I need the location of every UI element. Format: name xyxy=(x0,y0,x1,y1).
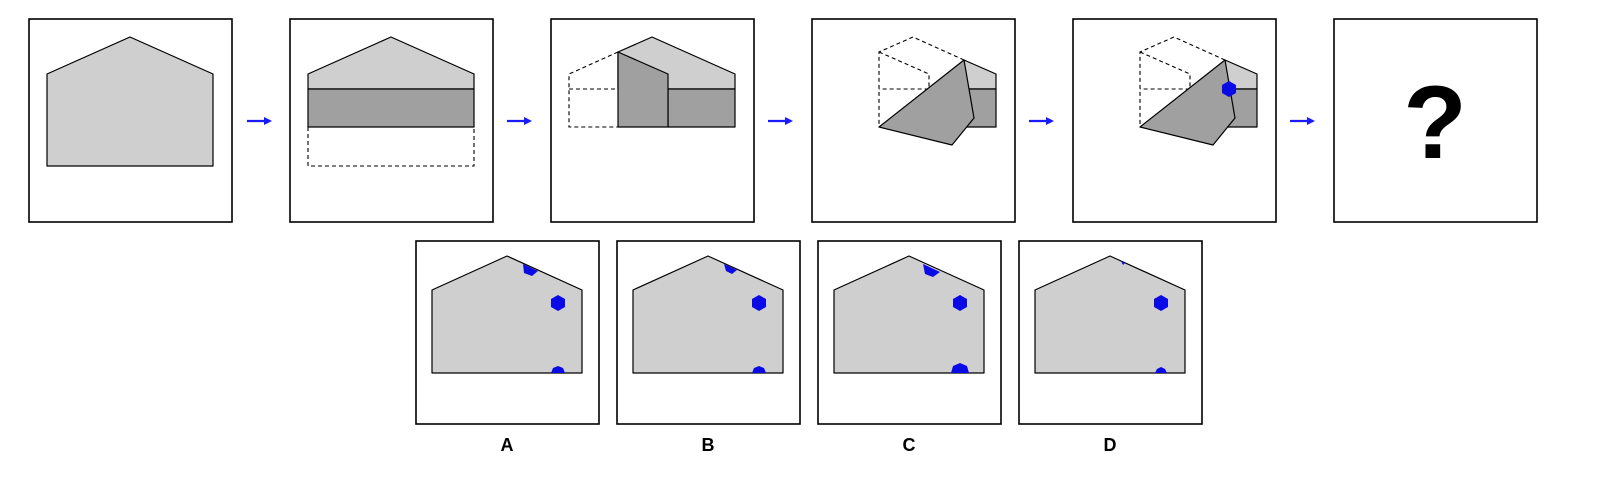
hexagon-hole-icon xyxy=(551,295,565,311)
panel-frame xyxy=(1333,18,1538,223)
hexagon-hole-icon xyxy=(752,295,766,311)
fold-outline-dashed xyxy=(878,51,930,90)
paper-house-shape xyxy=(46,36,214,167)
hexagon-hole-icon xyxy=(724,264,737,274)
hexagon-hole-icon xyxy=(953,295,967,311)
option-label: B xyxy=(702,435,715,455)
hexagon-hole-icon xyxy=(1121,261,1125,265)
paper-house-shape xyxy=(1034,255,1186,374)
fold-outline-dashed xyxy=(307,126,475,167)
hexagon-hole-icon xyxy=(523,264,538,276)
paper-house-shape xyxy=(632,255,784,374)
paper-top-layer xyxy=(307,36,475,90)
option-label: A xyxy=(501,435,514,455)
step-3-panel xyxy=(550,18,755,223)
option-d[interactable]: D xyxy=(1018,240,1203,455)
hexagon-hole-icon xyxy=(752,366,766,373)
option-a[interactable]: A xyxy=(415,240,600,455)
paper-folded-flap xyxy=(617,51,669,128)
hexagon-hole-icon xyxy=(923,264,940,277)
paper-folded-layer xyxy=(667,88,736,128)
option-label: D xyxy=(1104,435,1117,455)
step-2-panel xyxy=(289,18,494,223)
step-4-panel xyxy=(811,18,1016,223)
option-label: C xyxy=(903,435,916,455)
hexagon-hole-icon xyxy=(1222,81,1236,97)
step-5-panel xyxy=(1072,18,1277,223)
option-b[interactable]: B xyxy=(616,240,801,455)
step-1-panel xyxy=(28,18,233,223)
hexagon-hole-icon xyxy=(1155,367,1167,373)
paper-house-shape xyxy=(833,255,985,374)
hexagon-hole-icon xyxy=(951,363,969,373)
option-c[interactable]: C xyxy=(817,240,1002,455)
paper-folded-flap xyxy=(878,59,975,146)
hexagon-hole-icon xyxy=(1154,295,1168,311)
paper-folded-layer xyxy=(307,88,475,128)
fold-outline-dashed xyxy=(568,51,619,128)
hexagon-hole-icon xyxy=(551,366,565,373)
question-mark: ? xyxy=(1403,65,1467,181)
fold-outline-dashed xyxy=(1139,51,1191,90)
question-panel: ? xyxy=(1333,18,1538,223)
paper-folded-flap xyxy=(1139,59,1236,146)
paper-house-shape xyxy=(431,255,583,374)
